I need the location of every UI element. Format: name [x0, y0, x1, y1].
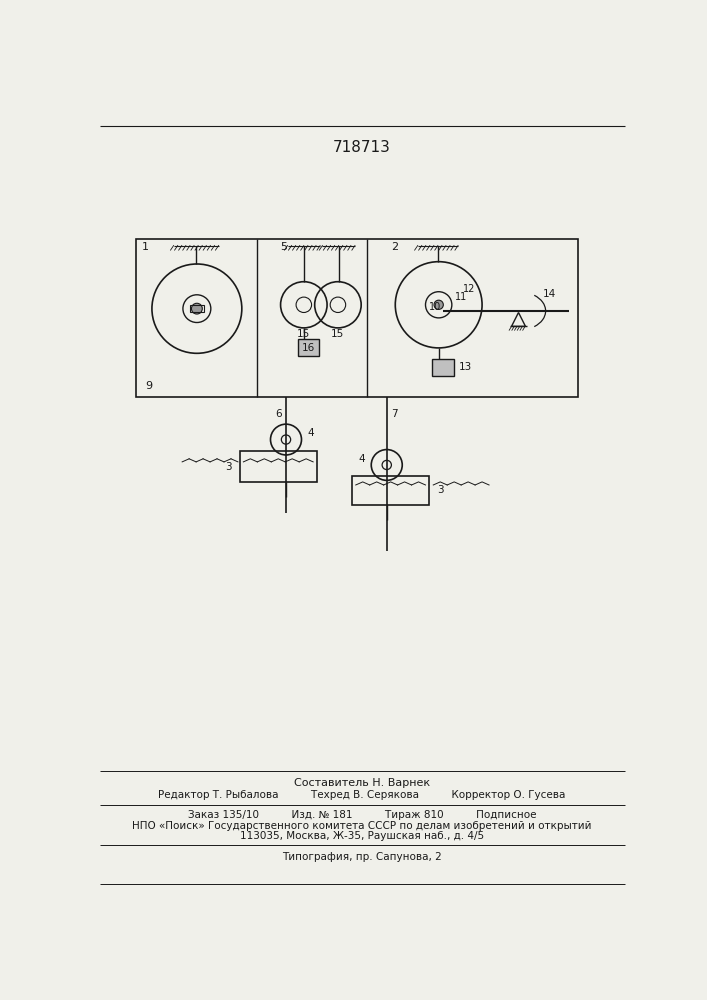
Bar [298, 339, 320, 356]
Text: 11: 11 [455, 292, 467, 302]
Bar [136, 239, 578, 397]
Text: Редактор Т. Рыбалова          Техред В. Серякова          Корректор О. Гусева: Редактор Т. Рыбалова Техред В. Серякова … [158, 790, 566, 800]
Text: 113035, Москва, Ж-35, Раушская наб., д. 4/5: 113035, Москва, Ж-35, Раушская наб., д. … [240, 831, 484, 841]
Text: Составитель Н. Варнек: Составитель Н. Варнек [294, 778, 430, 788]
Bar [240, 451, 317, 482]
Bar [190, 305, 204, 312]
Text: Заказ 135/10          Изд. № 181          Тираж 810          Подписное: Заказ 135/10 Изд. № 181 Тираж 810 Подпис… [187, 810, 536, 820]
Text: 16: 16 [302, 343, 315, 353]
Text: 7: 7 [391, 409, 398, 419]
Text: 4: 4 [358, 454, 366, 464]
Text: 718713: 718713 [333, 140, 391, 155]
Text: 13: 13 [459, 362, 472, 372]
Bar [433, 359, 454, 376]
Text: 9: 9 [145, 381, 153, 391]
Text: 4: 4 [308, 428, 314, 438]
Circle shape [434, 300, 443, 309]
Text: 6: 6 [275, 409, 281, 419]
Text: 3: 3 [225, 462, 232, 472]
Text: 10: 10 [428, 302, 441, 312]
Text: 3: 3 [437, 485, 444, 495]
Circle shape [192, 303, 202, 314]
Text: 12: 12 [462, 284, 475, 294]
Text: 5: 5 [280, 242, 287, 252]
Bar [352, 476, 429, 505]
Text: 1: 1 [142, 242, 149, 252]
Text: 14: 14 [543, 289, 556, 299]
Text: 15: 15 [297, 329, 310, 339]
Text: 2: 2 [391, 242, 398, 252]
Text: 15: 15 [332, 329, 344, 339]
Text: НПО «Поиск» Государственного комитета СССР по делам изобретений и открытий: НПО «Поиск» Государственного комитета СС… [132, 821, 592, 831]
Text: Типография, пр. Сапунова, 2: Типография, пр. Сапунова, 2 [282, 852, 442, 862]
